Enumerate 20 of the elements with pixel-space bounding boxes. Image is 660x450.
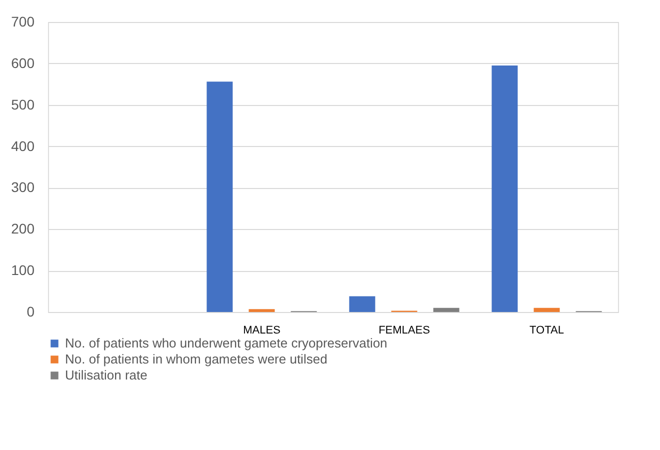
legend-label: Utilisation rate [65,368,148,382]
legend-label: No. of patients in whom gametes were utilsed [65,352,328,366]
x-tick-label: TOTAL [530,324,564,336]
y-tick-label: 0 [26,304,35,320]
bar [206,82,233,312]
bar [433,308,460,312]
y-tick-label: 600 [11,54,35,71]
y-tick-label: 700 [11,14,35,30]
bar [248,309,275,312]
y-tick-label: 100 [11,262,35,278]
x-tick-label: MALES [243,324,280,336]
x-tick-label: FEMLAES [378,324,430,336]
y-tick-label: 500 [11,96,35,112]
y-tick-label: 200 [11,220,35,237]
bar [534,308,560,312]
bar [492,66,518,312]
legend-label: No. of patients who underwent gamete cryopreservation [65,336,388,350]
y-tick-label: 400 [11,138,35,154]
bar [349,296,376,312]
y-tick-label: 300 [11,179,35,196]
